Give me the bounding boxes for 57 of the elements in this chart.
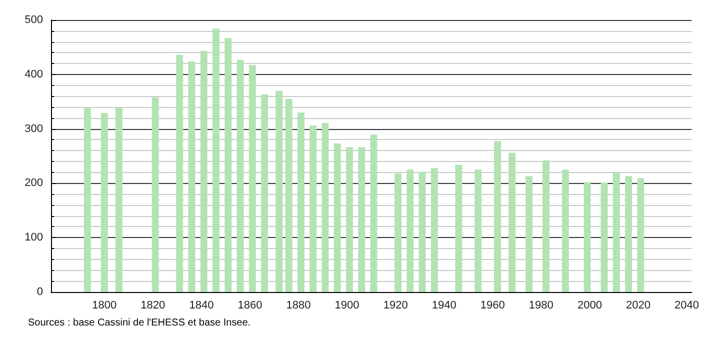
x-tick-label: 1940 (432, 300, 456, 312)
x-tick-label: 1840 (189, 300, 214, 312)
bar (100, 113, 108, 292)
bar (358, 147, 366, 292)
bar (625, 176, 632, 292)
bar (152, 97, 159, 292)
bar (406, 170, 414, 292)
bar (248, 65, 256, 292)
bar (474, 170, 482, 292)
bar (418, 172, 426, 292)
bar (334, 143, 341, 292)
y-tick-label: 0 (36, 286, 43, 298)
source-note: Sources : base Cassini de l'EHESS et base Insee. (28, 318, 251, 328)
bar (455, 164, 462, 292)
bar (212, 28, 220, 292)
x-tick-label: 1860 (238, 300, 262, 312)
bar (276, 90, 283, 292)
x-tick-label: 2040 (674, 300, 700, 312)
x-tick-label: 1820 (140, 300, 166, 312)
y-tick-label: 500 (24, 14, 43, 26)
bar (115, 108, 122, 292)
bar (394, 173, 402, 292)
bar (188, 61, 196, 292)
bar (494, 141, 501, 292)
bar (322, 122, 329, 292)
bar (562, 170, 569, 292)
bar (310, 126, 317, 292)
bar (285, 98, 292, 292)
x-tick-label: 2000 (577, 300, 602, 312)
bar (600, 182, 608, 292)
bar (236, 60, 244, 292)
bar (430, 168, 438, 292)
x-tick-label: 1920 (383, 300, 408, 312)
bar (584, 182, 591, 292)
y-tick-label: 300 (24, 122, 43, 135)
x-tick-label: 1880 (286, 300, 311, 312)
bar (297, 112, 304, 292)
bar (542, 160, 550, 292)
bar (176, 54, 184, 292)
x-tick-label: 1960 (480, 300, 505, 312)
bar (84, 108, 91, 292)
bar (370, 134, 378, 292)
bar (612, 172, 620, 292)
bar (261, 94, 268, 292)
bar (346, 147, 353, 292)
bar (637, 178, 644, 292)
y-tick-label: 200 (24, 177, 43, 190)
bar (508, 152, 516, 292)
x-tick-label: 1900 (334, 300, 360, 312)
bar (224, 38, 232, 292)
x-tick-label: 1980 (528, 300, 554, 312)
x-tick-label: 2020 (626, 300, 650, 312)
bar (526, 176, 533, 292)
y-tick-label: 100 (24, 232, 43, 244)
x-tick-label: 1800 (92, 300, 117, 312)
bar (200, 51, 208, 292)
y-tick-label: 400 (24, 68, 43, 80)
